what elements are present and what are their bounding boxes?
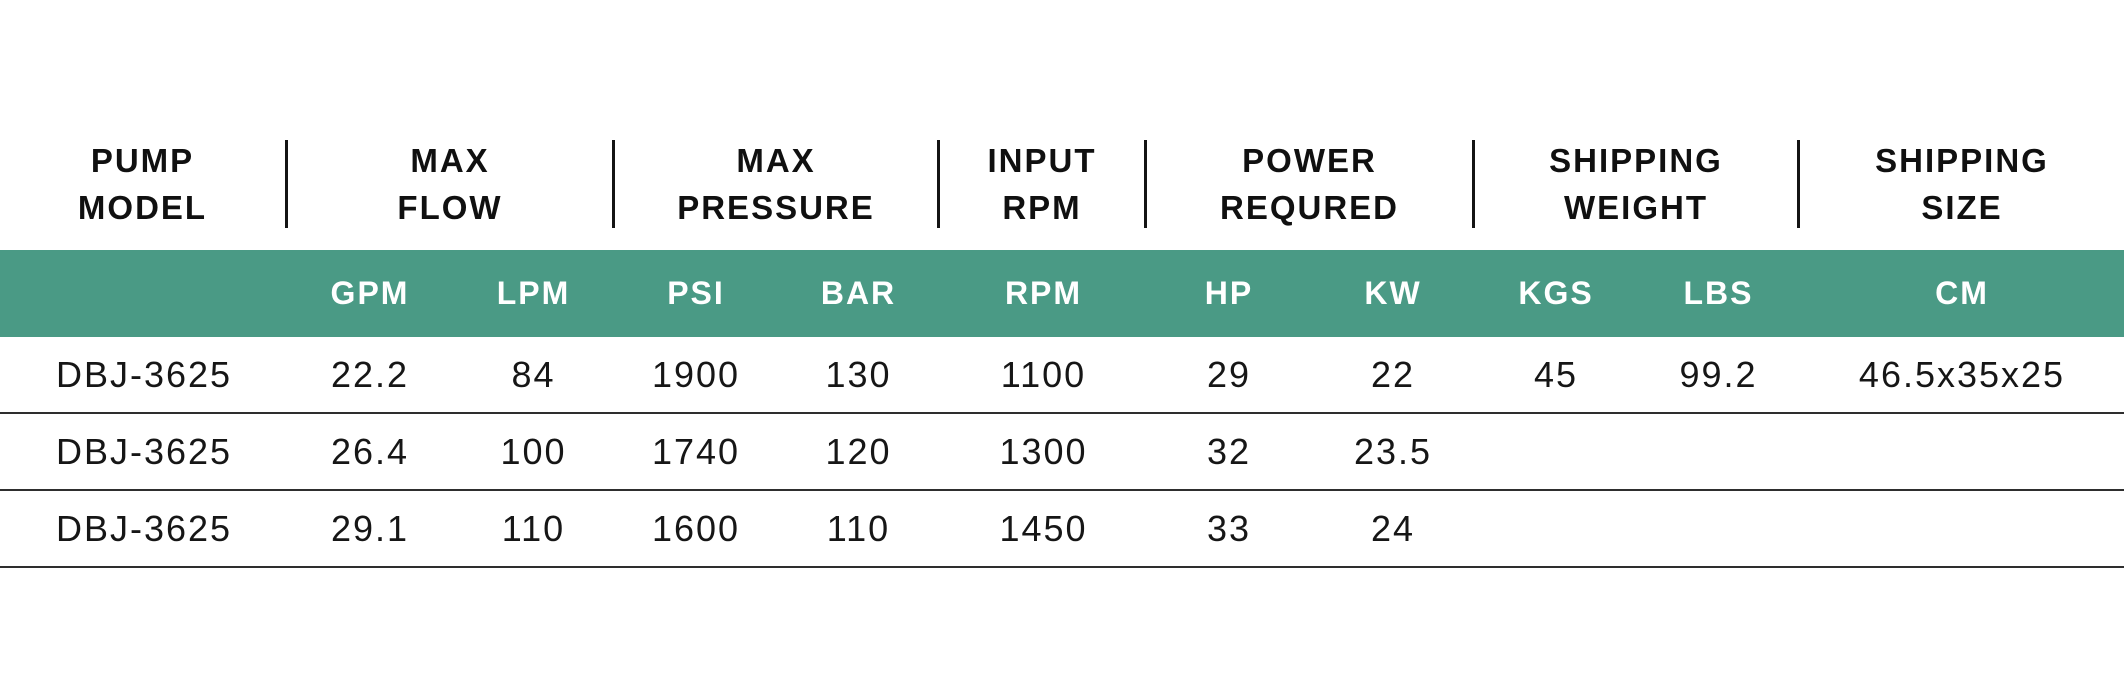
header-line-2: SIZE	[1921, 189, 2003, 226]
unit-cell-kw: KW	[1364, 275, 1422, 311]
cell-shipping-lbs: 99.2	[1679, 353, 1758, 395]
group-header-power-required: POWER REQURED	[1147, 140, 1475, 228]
unit-cell-rpm: RPM	[1004, 275, 1083, 311]
cell-input-rpm: 1100	[1000, 353, 1087, 395]
header-line-1: MAX	[736, 142, 816, 179]
cell-shipping-kgs: 45	[1533, 353, 1579, 395]
cell-max-flow-gpm: 22.2	[330, 353, 410, 395]
table-row: DBJ-3625 26.4 100 1740 120 1300 32 23.5	[0, 414, 2124, 491]
cell-max-pressure-bar: 120	[825, 430, 892, 472]
cell-power-hp: 32	[1206, 430, 1252, 472]
unit-cell-hp: HP	[1204, 275, 1254, 311]
header-line-1: INPUT	[987, 142, 1097, 179]
cell-max-pressure-psi: 1600	[651, 507, 741, 549]
header-line-1: POWER	[1242, 142, 1377, 179]
group-header-max-flow: MAX FLOW	[288, 140, 615, 228]
cell-max-flow-lpm: 100	[500, 430, 567, 472]
table-row: DBJ-3625 29.1 110 1600 110 1450 33 24	[0, 491, 2124, 568]
unit-cell-bar: BAR	[820, 275, 897, 311]
cell-max-flow-lpm: 84	[511, 353, 556, 395]
header-line-1: MAX	[410, 142, 490, 179]
cell-shipping-size-cm: 46.5x35x25	[1858, 353, 2066, 395]
cell-max-pressure-bar: 130	[825, 353, 892, 395]
header-line-2: PRESSURE	[677, 189, 875, 226]
unit-cell-cm: CM	[1935, 275, 1989, 311]
group-header-shipping-weight: SHIPPING WEIGHT	[1475, 140, 1800, 228]
unit-cell-psi: PSI	[667, 275, 725, 311]
header-line-1: SHIPPING	[1875, 142, 2049, 179]
unit-cell-kgs: KGS	[1518, 275, 1594, 311]
cell-max-pressure-psi: 1740	[651, 430, 741, 472]
cell-pump-model: DBJ-3625	[55, 430, 233, 472]
unit-cell-lpm: LPM	[496, 275, 571, 311]
cell-power-hp: 33	[1206, 507, 1252, 549]
header-line-2: WEIGHT	[1564, 189, 1708, 226]
cell-max-flow-lpm: 110	[501, 507, 566, 549]
cell-power-hp: 29	[1206, 353, 1252, 395]
cell-power-kw: 22	[1370, 353, 1416, 395]
header-line-1: PUMP	[90, 142, 195, 179]
group-header-input-rpm: INPUT RPM	[940, 140, 1147, 228]
cell-input-rpm: 1300	[999, 430, 1088, 472]
cell-input-rpm: 1450	[999, 507, 1088, 549]
unit-cell-gpm: GPM	[330, 275, 410, 311]
cell-power-kw: 24	[1370, 507, 1416, 549]
unit-header-row: GPM LPM PSI BAR RPM HP KW KGS LBS CM	[0, 250, 2124, 337]
table-row: DBJ-3625 22.2 84 1900 130 1100 29 22 45 …	[0, 337, 2124, 414]
header-line-2: FLOW	[397, 189, 503, 226]
header-line-2: MODEL	[77, 189, 208, 226]
pump-spec-table: PUMP MODEL MAX FLOW MAX PRESSURE INPUT R…	[0, 140, 2124, 568]
header-line-1: SHIPPING	[1549, 142, 1723, 179]
group-header-pump-model: PUMP MODEL	[0, 140, 288, 228]
cell-max-pressure-psi: 1900	[651, 353, 741, 395]
cell-pump-model: DBJ-3625	[55, 507, 233, 549]
group-header-row: PUMP MODEL MAX FLOW MAX PRESSURE INPUT R…	[0, 140, 2124, 228]
cell-max-flow-gpm: 26.4	[330, 430, 410, 472]
header-line-2: RPM	[1002, 189, 1082, 226]
cell-power-kw: 23.5	[1353, 430, 1433, 472]
unit-cell-lbs: LBS	[1683, 275, 1754, 311]
cell-max-pressure-bar: 110	[826, 507, 891, 549]
cell-max-flow-gpm: 29.1	[330, 507, 410, 549]
cell-pump-model: DBJ-3625	[55, 353, 233, 395]
header-line-2: REQURED	[1219, 189, 1400, 226]
group-header-max-pressure: MAX PRESSURE	[615, 140, 940, 228]
group-header-shipping-size: SHIPPING SIZE	[1800, 140, 2124, 228]
